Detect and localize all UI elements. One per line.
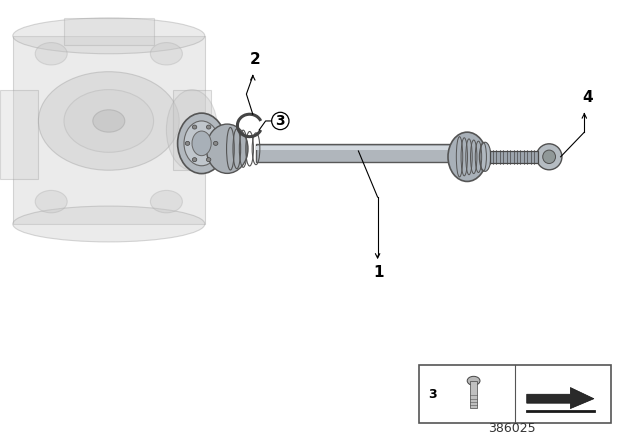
Ellipse shape — [184, 121, 219, 166]
Ellipse shape — [93, 110, 125, 132]
Ellipse shape — [467, 376, 480, 385]
Bar — [13, 36, 205, 224]
Ellipse shape — [536, 144, 562, 170]
Bar — [0, 90, 38, 179]
Ellipse shape — [35, 190, 67, 213]
Ellipse shape — [448, 132, 486, 181]
Ellipse shape — [206, 124, 248, 173]
Text: 386025: 386025 — [488, 422, 536, 435]
Bar — [470, 381, 477, 408]
Text: 3: 3 — [428, 388, 436, 401]
Ellipse shape — [150, 190, 182, 213]
Ellipse shape — [38, 72, 179, 170]
Ellipse shape — [150, 43, 182, 65]
Ellipse shape — [206, 158, 211, 162]
Bar — [256, 146, 454, 150]
Ellipse shape — [192, 158, 197, 162]
Ellipse shape — [13, 18, 205, 54]
Ellipse shape — [178, 113, 226, 173]
Ellipse shape — [206, 125, 211, 129]
Ellipse shape — [64, 90, 154, 152]
Bar — [173, 90, 211, 170]
Ellipse shape — [192, 131, 211, 155]
Ellipse shape — [192, 125, 197, 129]
Ellipse shape — [479, 142, 491, 172]
Bar — [256, 144, 454, 162]
Bar — [64, 18, 154, 45]
Ellipse shape — [13, 206, 205, 242]
Ellipse shape — [35, 43, 67, 65]
Ellipse shape — [166, 90, 218, 170]
Bar — [419, 365, 611, 423]
Ellipse shape — [214, 141, 218, 145]
Ellipse shape — [543, 150, 556, 164]
Text: 3: 3 — [275, 114, 285, 128]
Ellipse shape — [186, 141, 189, 145]
Text: 1: 1 — [374, 265, 384, 280]
Bar — [490, 151, 538, 163]
Text: 2: 2 — [250, 52, 260, 67]
Text: 4: 4 — [582, 90, 593, 105]
Polygon shape — [527, 388, 594, 409]
